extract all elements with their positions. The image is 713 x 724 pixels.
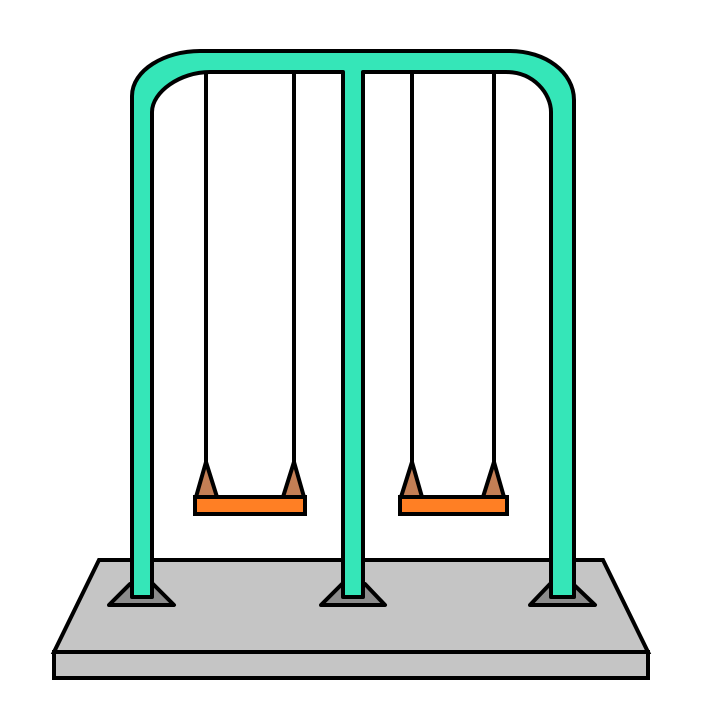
base-platform-front	[52, 650, 650, 680]
right-swing	[398, 72, 509, 516]
swing-frame	[130, 49, 576, 599]
left-swing-bracket-right	[281, 460, 306, 499]
right-swing-seat	[398, 495, 509, 516]
right-swing-bracket-right	[481, 460, 506, 499]
left-swing-bracket-left	[194, 460, 219, 499]
left-swing-seat	[193, 495, 307, 516]
left-swing	[193, 72, 307, 516]
right-swing-bracket-left	[399, 460, 424, 499]
